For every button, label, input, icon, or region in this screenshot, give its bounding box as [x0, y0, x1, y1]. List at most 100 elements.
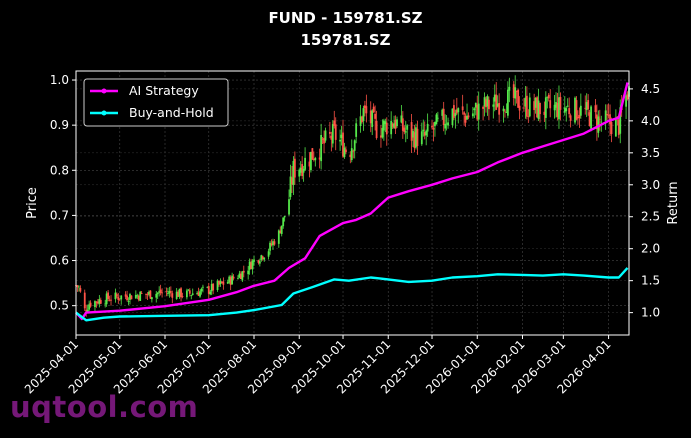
candle-body — [517, 89, 520, 108]
candle-body — [416, 128, 419, 146]
candle-body — [578, 114, 581, 119]
candle-body — [310, 151, 312, 171]
candle-body — [553, 104, 556, 111]
candle-body — [375, 121, 378, 139]
candle-body — [432, 128, 435, 130]
candle-body — [455, 109, 458, 114]
y-tick-label-right: 3.0 — [641, 178, 660, 192]
candle-body — [453, 105, 455, 118]
candle-body — [289, 176, 292, 197]
y-tick-label-left: 0.6 — [50, 254, 69, 268]
candle-body — [232, 276, 235, 279]
candle-body — [165, 290, 168, 292]
candle-body — [536, 97, 538, 118]
candle-body — [467, 115, 470, 118]
candle-body — [345, 149, 347, 153]
candle-body — [568, 108, 571, 115]
candle-body — [280, 225, 283, 234]
y-axis-label-right: Return — [666, 181, 681, 224]
candle-body — [361, 116, 363, 123]
candle-body — [585, 102, 588, 111]
candle-body — [606, 114, 609, 116]
candle-body — [525, 95, 528, 117]
axes-frame — [75, 70, 630, 336]
candle-body — [382, 120, 385, 131]
candle-body — [451, 108, 454, 126]
candle-body — [187, 289, 190, 291]
candle-body — [169, 291, 172, 293]
candle-body — [210, 284, 213, 292]
candle-body — [352, 150, 355, 152]
candle-body — [420, 131, 423, 145]
candle-body — [355, 123, 358, 137]
candle-body — [168, 290, 171, 294]
candle-body — [323, 137, 325, 144]
candle-body — [88, 304, 91, 310]
candle-body — [191, 293, 194, 295]
candle-body — [406, 125, 409, 130]
candle-body — [544, 97, 547, 118]
candle-body — [279, 230, 282, 234]
candle-body — [534, 97, 537, 108]
candle-body — [104, 303, 107, 305]
candle-body — [350, 148, 353, 161]
candle-body — [328, 132, 331, 134]
candle-body — [180, 288, 182, 298]
candle-body — [178, 288, 181, 297]
candle-body — [566, 105, 569, 107]
candle-body — [594, 105, 597, 113]
candle-body — [483, 97, 486, 107]
candle-body — [547, 94, 550, 99]
candle-body — [110, 299, 112, 301]
candle-body — [588, 112, 591, 126]
candle-body — [597, 116, 600, 133]
candle-body — [563, 107, 566, 113]
candle-body — [158, 291, 161, 293]
candle-body — [464, 115, 467, 123]
candle-body — [610, 122, 613, 135]
candle-body — [508, 86, 511, 91]
candle-body — [331, 124, 334, 144]
candle-body — [272, 241, 274, 246]
candle-body — [261, 256, 264, 260]
candle-body — [237, 278, 239, 280]
candle-body — [543, 111, 546, 115]
candle-body — [283, 216, 286, 218]
candle-body — [241, 271, 244, 281]
candlestick-group — [75, 75, 630, 317]
candle-body — [251, 260, 254, 270]
candle-body — [362, 108, 365, 121]
candle-body — [523, 107, 525, 109]
candle-body — [374, 113, 377, 119]
candle-body — [99, 300, 102, 304]
candle-body — [126, 295, 128, 301]
y-tick-label-left: 0.5 — [50, 299, 69, 313]
candle-body — [118, 298, 121, 300]
legend-label: Buy-and-Hold — [129, 105, 214, 120]
y-tick-label-left: 0.8 — [50, 163, 69, 177]
candle-body — [595, 114, 598, 130]
candle-body — [385, 122, 388, 135]
candle-body — [134, 294, 137, 299]
candle-body — [403, 127, 406, 132]
candle-body — [120, 295, 123, 300]
candle-body — [149, 290, 152, 299]
candle-body — [150, 297, 153, 300]
candle-body — [555, 102, 557, 108]
candle-body — [314, 158, 317, 161]
candle-body — [209, 291, 212, 295]
candle-body — [257, 260, 260, 263]
candle-body — [575, 100, 578, 120]
candle-body — [197, 292, 200, 296]
candle-body — [359, 116, 362, 127]
candle-body — [318, 157, 321, 160]
candle-body — [434, 121, 436, 127]
candle-body — [349, 154, 352, 158]
candle-body — [185, 290, 188, 298]
candle-body — [291, 177, 293, 185]
candle-body — [94, 301, 96, 308]
candle-body — [512, 84, 515, 98]
candle-body — [196, 293, 199, 295]
candle-body — [161, 292, 163, 294]
candle-body — [269, 242, 271, 251]
